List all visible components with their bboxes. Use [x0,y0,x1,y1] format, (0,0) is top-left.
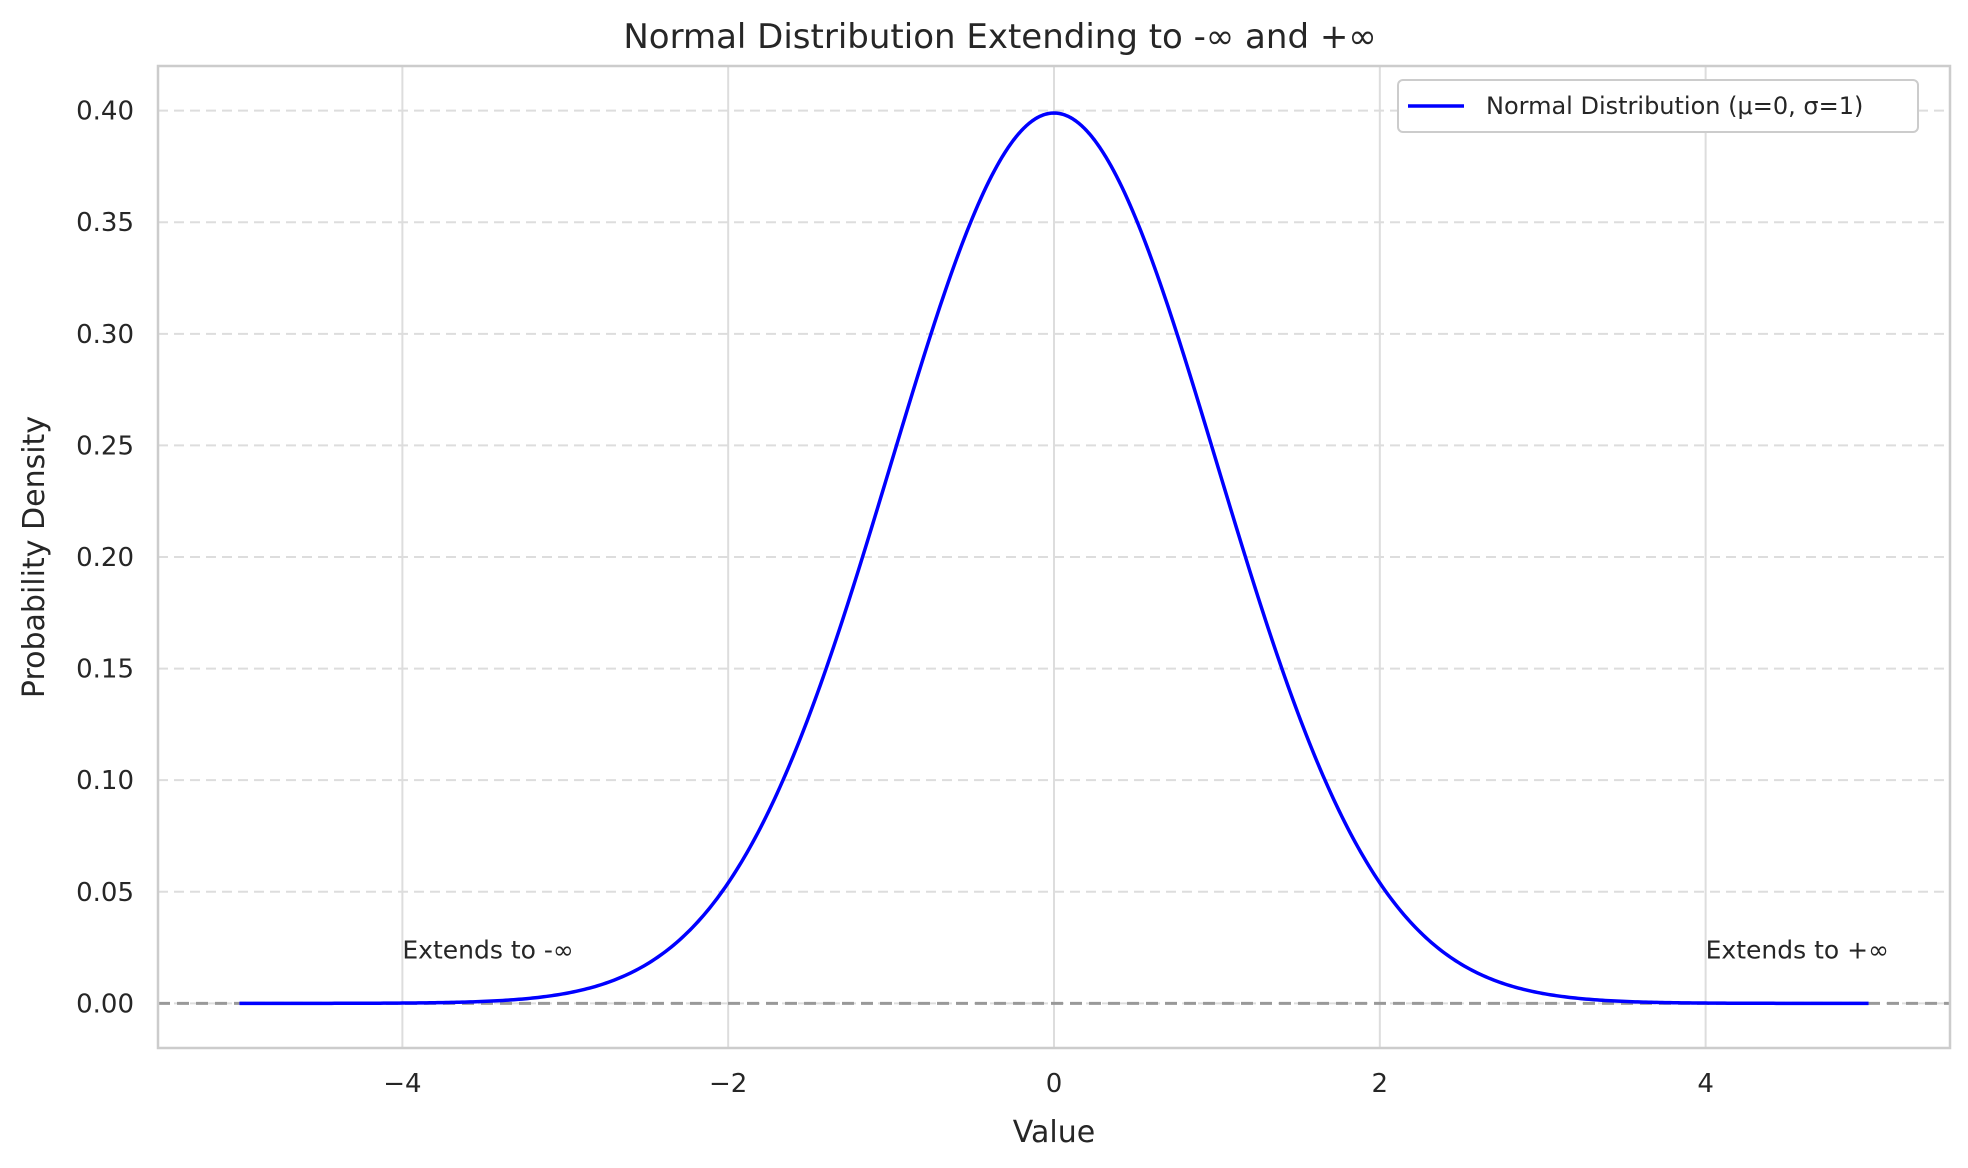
x-tick-label: 4 [1697,1069,1714,1099]
x-tick-label: −2 [709,1069,747,1099]
x-axis-label: Value [1013,1115,1095,1150]
y-tick-label: 0.40 [76,97,134,127]
plot-frame [156,64,1952,1050]
y-tick-label: 0.00 [76,989,134,1019]
y-tick-label: 0.20 [76,543,134,573]
annotation-layer: Extends to -∞ Extends to +∞ [402,936,1889,965]
legend: Normal Distribution (μ=0, σ=1) [1397,79,1919,133]
y-tick-label: 0.30 [76,320,134,350]
x-tick-label: 2 [1372,1069,1389,1099]
x-tick-label: −4 [383,1069,421,1099]
y-axis-label: Probability Density [17,416,52,698]
x-tick-label: 0 [1046,1069,1063,1099]
normal-distribution-line [239,111,1869,1006]
annotation-text: Extends to +∞ [1706,936,1889,965]
y-tick-label: 0.35 [76,208,134,238]
chart-title: Normal Distribution Extending to -∞ and … [623,17,1376,57]
y-tick-label: 0.05 [76,878,134,908]
y-tick-label: 0.15 [76,655,134,685]
y-tick-label: 0.25 [76,431,134,461]
annotation-text: Extends to -∞ [402,936,573,965]
legend-box [1397,79,1919,133]
y-tick-label: 0.10 [76,766,134,796]
tick-layer: −4 −2 0 2 4 0.00 0.05 0.10 0.15 0.20 0.25 0.30 0.35 0… [76,97,1714,1099]
legend-label: Normal Distribution (μ=0, σ=1) [1486,92,1863,120]
series-layer [239,111,1869,1006]
